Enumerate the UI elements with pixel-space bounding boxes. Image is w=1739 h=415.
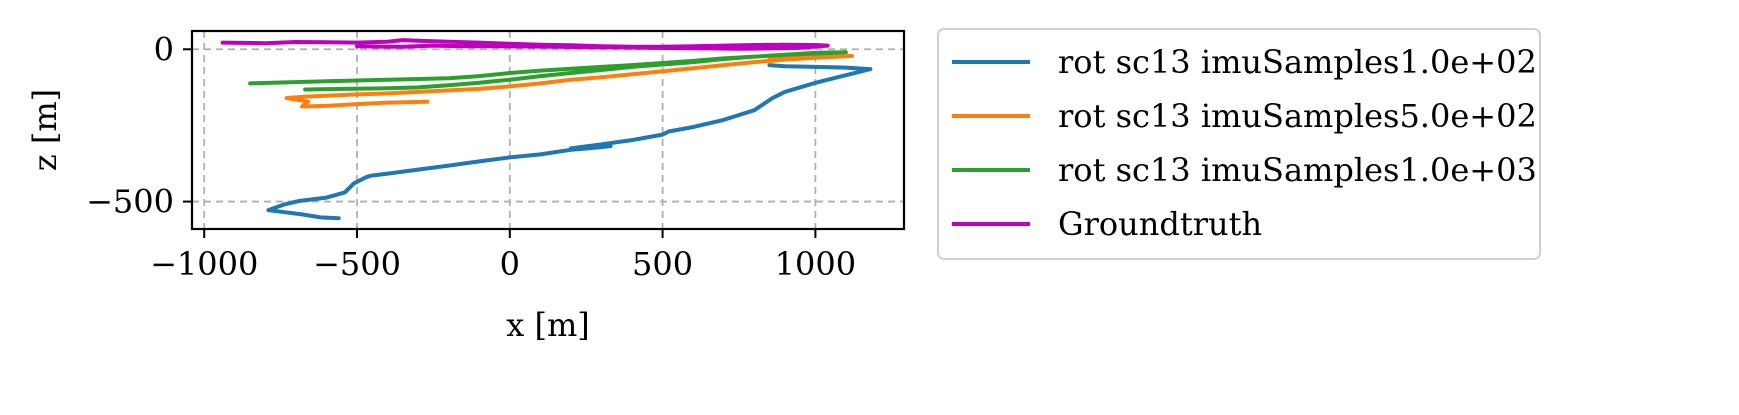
legend: rot sc13 imuSamples1.0e+02 rot sc13 imuSa… xyxy=(937,28,1541,260)
plot-frame xyxy=(190,29,906,231)
legend-label-1: rot sc13 imuSamples5.0e+02 xyxy=(1058,97,1537,135)
y-tick-label: −500 xyxy=(86,183,174,221)
ticks-layer: −1000 −500 0 500 1000 0 −500 xyxy=(86,30,856,283)
legend-label-3: Groundtruth xyxy=(1058,205,1262,243)
x-tick-label: 1000 xyxy=(775,245,856,283)
x-tick-label: 0 xyxy=(500,245,520,283)
x-tick-label: 500 xyxy=(632,245,693,283)
x-axis-label: x [m] xyxy=(506,306,590,344)
series-line-0 xyxy=(266,63,873,221)
y-axis-label: z [m] xyxy=(26,89,64,171)
legend-box xyxy=(937,28,1541,260)
x-tick-label: −1000 xyxy=(150,245,258,283)
legend-label-0: rot sc13 imuSamples1.0e+02 xyxy=(1058,43,1537,81)
y-tick-label: 0 xyxy=(154,30,174,68)
series-line-1 xyxy=(284,54,855,109)
series-line-2 xyxy=(248,50,848,92)
series-line-3 xyxy=(220,38,830,51)
x-tick-label: −500 xyxy=(313,245,401,283)
legend-label-2: rot sc13 imuSamples1.0e+03 xyxy=(1058,151,1537,189)
series-layer xyxy=(220,38,873,221)
